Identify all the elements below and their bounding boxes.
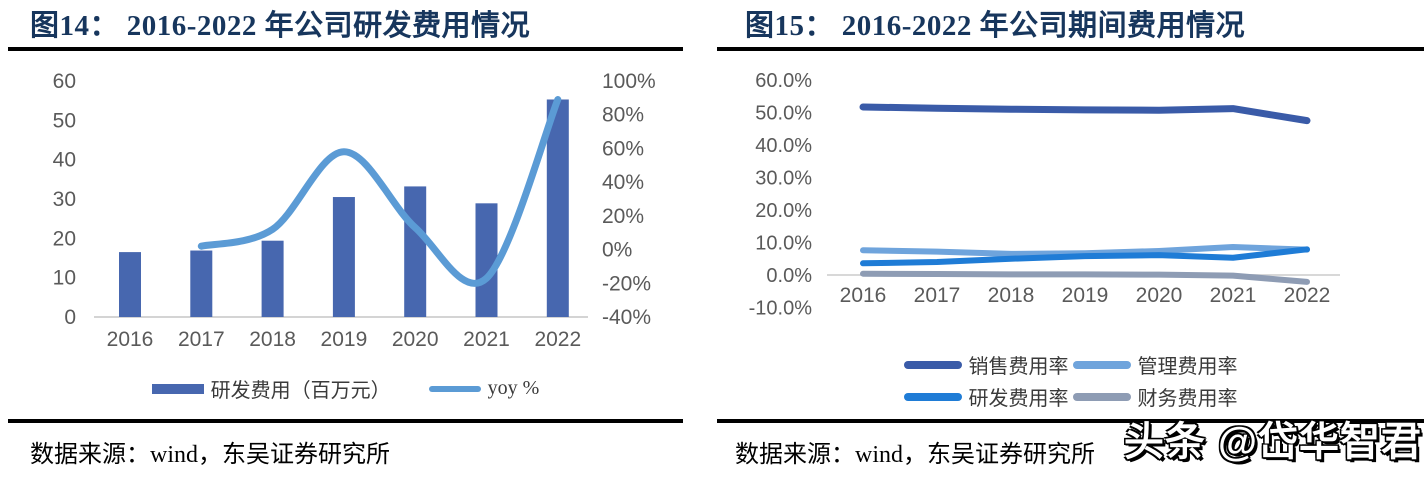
figure-title: 图15： 2016-2022 年公司期间费用情况 bbox=[745, 10, 1246, 42]
svg-text:2018: 2018 bbox=[988, 284, 1035, 307]
svg-text:50.0%: 50.0% bbox=[755, 103, 812, 125]
svg-text:60: 60 bbox=[53, 70, 76, 93]
legend-item-rd-ratio: 研发费用率 bbox=[903, 382, 1069, 411]
legend-item-yoy: yoy % bbox=[428, 377, 540, 400]
svg-text:2017: 2017 bbox=[178, 328, 225, 351]
svg-text:-10.0%: -10.0% bbox=[749, 298, 813, 320]
svg-text:2020: 2020 bbox=[1136, 284, 1183, 307]
svg-text:20.0%: 20.0% bbox=[755, 200, 812, 222]
svg-text:10.0%: 10.0% bbox=[755, 233, 812, 255]
legend-label-yoy: yoy % bbox=[487, 377, 540, 399]
legend-item-finance-ratio: 财务费用率 bbox=[1072, 382, 1238, 411]
svg-text:2022: 2022 bbox=[1284, 284, 1331, 307]
rd-expense-bar-line-chart: 0 10 20 30 40 50 60 -40% -20% 0% 20% 40% 60% 80% 100% 2… bbox=[53, 70, 656, 351]
svg-text:30: 30 bbox=[53, 188, 76, 211]
svg-text:2017: 2017 bbox=[914, 284, 961, 307]
svg-text:40.0%: 40.0% bbox=[755, 135, 812, 157]
svg-text:2020: 2020 bbox=[392, 328, 439, 351]
legend-item-admin-ratio: 管理费用率 bbox=[1072, 350, 1238, 379]
svg-text:10: 10 bbox=[53, 267, 76, 290]
legend-label-rd-expense: 研发费用（百万元） bbox=[210, 380, 391, 402]
svg-text:2022: 2022 bbox=[534, 328, 581, 351]
watermark: 头条 @岱华智君 bbox=[1123, 420, 1422, 464]
figure-panel-rd-expense: 图14： 2016-2022 年公司研发费用情况 0 10 20 30 40 50 60 -4… bbox=[8, 0, 683, 477]
svg-text:2018: 2018 bbox=[249, 328, 296, 351]
legend-label-rd-ratio: 研发费用率 bbox=[968, 388, 1069, 410]
legend-label-sales-ratio: 销售费用率 bbox=[968, 356, 1069, 378]
legend-swatch-sales-ratio bbox=[903, 360, 962, 369]
svg-text:-40%: -40% bbox=[602, 306, 651, 329]
legend-item-sales-ratio: 销售费用率 bbox=[903, 350, 1069, 379]
figure-panel-period-expense: 图15： 2016-2022 年公司期间费用情况 -10.0% 0.0% 10.0%… bbox=[717, 0, 1424, 477]
svg-text:2016: 2016 bbox=[107, 328, 154, 351]
svg-text:0: 0 bbox=[64, 306, 76, 329]
period-chart-legend-row2: 研发费用率 财务费用率 bbox=[717, 382, 1424, 411]
svg-text:60.0%: 60.0% bbox=[755, 70, 812, 92]
rd-chart-legend: 研发费用（百万元） yoy % bbox=[8, 374, 683, 403]
svg-text:20%: 20% bbox=[602, 205, 644, 228]
svg-text:2021: 2021 bbox=[1210, 284, 1257, 307]
svg-text:50: 50 bbox=[53, 109, 76, 132]
svg-text:2019: 2019 bbox=[1062, 284, 1109, 307]
title-divider bbox=[8, 47, 683, 51]
svg-text:60%: 60% bbox=[602, 137, 644, 160]
svg-text:2016: 2016 bbox=[840, 284, 887, 307]
legend-swatch-admin-ratio bbox=[1072, 360, 1131, 369]
legend-swatch-yoy bbox=[428, 385, 481, 392]
legend-swatch-rd-ratio bbox=[903, 392, 962, 401]
legend-item-rd-expense: 研发费用（百万元） bbox=[151, 374, 391, 403]
svg-text:2019: 2019 bbox=[321, 328, 368, 351]
legend-swatch-finance-ratio bbox=[1072, 392, 1131, 401]
figure-title: 图14： 2016-2022 年公司研发费用情况 bbox=[30, 10, 531, 42]
svg-text:40%: 40% bbox=[602, 171, 644, 194]
svg-text:20: 20 bbox=[53, 227, 76, 250]
svg-text:30.0%: 30.0% bbox=[755, 168, 812, 190]
svg-text:0.0%: 0.0% bbox=[766, 265, 812, 287]
period-chart-legend-row1: 销售费用率 管理费用率 bbox=[717, 350, 1424, 379]
svg-text:40: 40 bbox=[53, 149, 76, 172]
svg-text:0%: 0% bbox=[602, 239, 632, 262]
source-divider bbox=[8, 419, 683, 423]
source-divider bbox=[717, 419, 1424, 423]
svg-text:100%: 100% bbox=[602, 70, 656, 93]
svg-text:-20%: -20% bbox=[602, 272, 651, 295]
svg-text:80%: 80% bbox=[602, 104, 644, 127]
title-divider bbox=[717, 47, 1424, 51]
legend-label-finance-ratio: 财务费用率 bbox=[1137, 388, 1238, 410]
legend-label-admin-ratio: 管理费用率 bbox=[1137, 356, 1238, 378]
source-note: 数据来源：wind，东吴证券研究所 bbox=[735, 442, 1095, 468]
source-note: 数据来源：wind，东吴证券研究所 bbox=[30, 442, 390, 468]
legend-swatch-rd-expense bbox=[151, 383, 204, 394]
svg-text:2021: 2021 bbox=[463, 328, 510, 351]
period-expense-line-chart: -10.0% 0.0% 10.0% 20.0% 30.0% 40.0% 50.0% 60.0%… bbox=[749, 70, 1340, 320]
